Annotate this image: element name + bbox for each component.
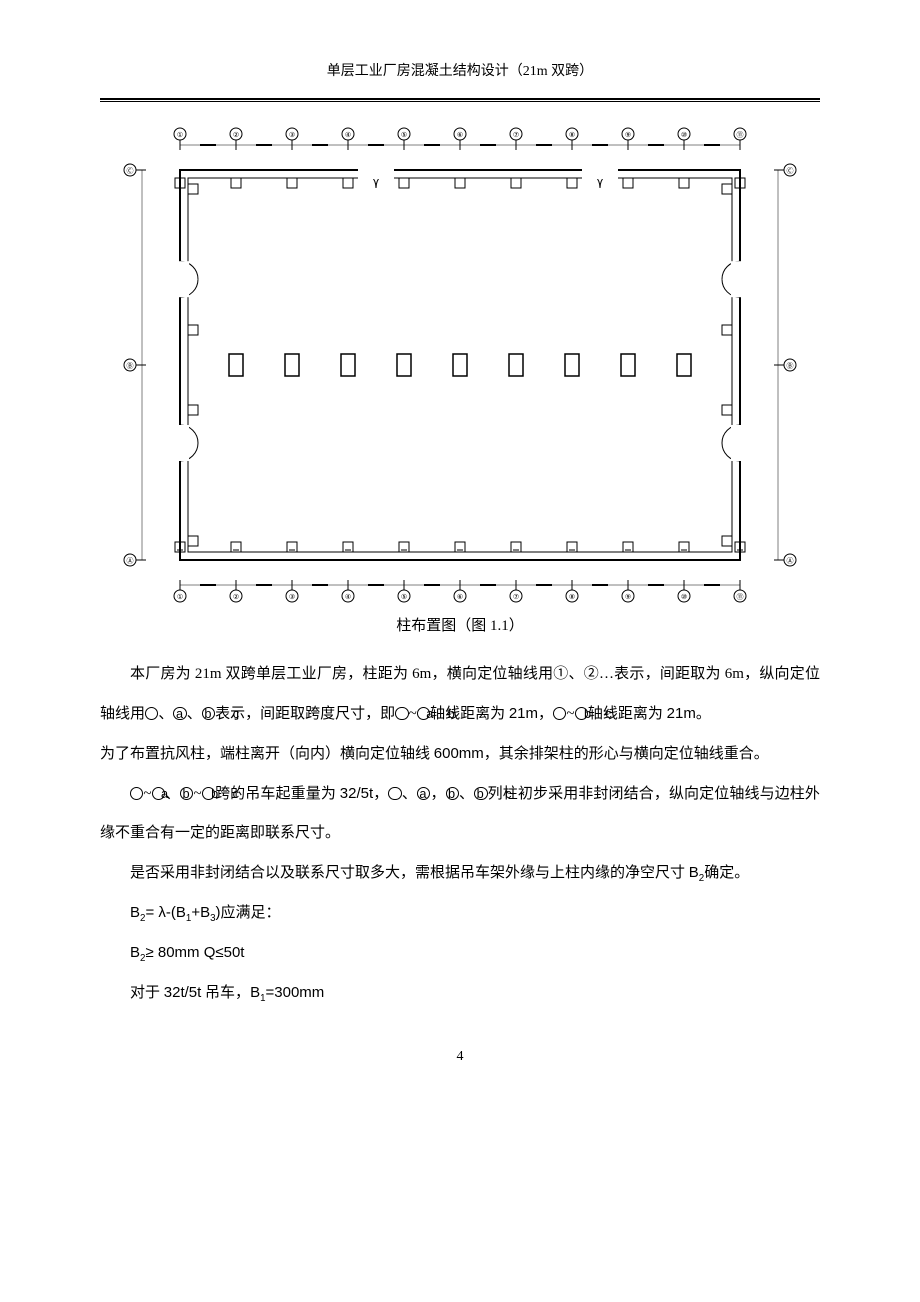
svg-text:Ⓐ: Ⓐ — [127, 557, 134, 565]
svg-text:⑩: ⑩ — [681, 593, 687, 601]
eq-text: = λ-(B — [145, 904, 185, 921]
span-21m: 21m — [667, 705, 696, 722]
eq-text: =300mm — [266, 984, 325, 1001]
text: ~ — [143, 786, 151, 802]
text: 表示，间距取跨度尺寸，即 — [215, 706, 395, 722]
svg-text:Ⓒ: Ⓒ — [127, 167, 134, 175]
header-rule — [100, 98, 820, 102]
circled-c-icon: c — [202, 787, 215, 800]
page-number: 4 — [100, 1049, 820, 1065]
circled-c-icon: c — [575, 707, 588, 720]
circled-b-icon: b — [152, 787, 165, 800]
crane-load: 32t/5t — [164, 984, 202, 1001]
text: 、 — [459, 786, 474, 802]
equation-1: B2= λ-(B1+B3)应满足： — [100, 893, 820, 933]
value-600mm: 600mm — [434, 745, 484, 762]
svg-text:①: ① — [177, 131, 183, 139]
text: ， — [373, 786, 388, 802]
text: 是否采用非封闭结合以及联系尺寸取多大，需根据吊车架外缘与上柱内缘的净空尺寸 — [130, 865, 689, 881]
circled-b-icon: b — [417, 707, 430, 720]
diagram-caption: 柱布置图（图 1.1） — [100, 614, 820, 635]
eq-tail: 应满足： — [221, 905, 281, 921]
span-21m: 21m — [509, 705, 538, 722]
text: ， — [430, 786, 445, 802]
equation-2: B2≥ 80mm Q≤50t — [100, 933, 820, 973]
column-layout-diagram: ① ① ② ② ③ ③ ④ ④ ⑤ ⑤ ⑥ ⑥ ⑦ ⑦ ⑧ ⑧ ⑨ ⑨ ⑩ ⑩ ⑪ ⑪ Ⓒ Ⓒ Ⓑ Ⓑ Ⓐ Ⓐ — [100, 120, 820, 610]
text: 、 — [165, 786, 180, 802]
circled-b-icon: b — [446, 787, 459, 800]
circled-c-icon: c — [474, 787, 487, 800]
svg-text:④: ④ — [345, 593, 351, 601]
svg-text:⑪: ⑪ — [737, 593, 744, 601]
svg-text:④: ④ — [345, 131, 351, 139]
eq-text: ≥ 80mm Q≤50t — [145, 944, 244, 961]
plan-svg: ① ① ② ② ③ ③ ④ ④ ⑤ ⑤ ⑥ ⑥ ⑦ ⑦ ⑧ ⑧ ⑨ ⑨ ⑩ ⑩ ⑪ ⑪ Ⓒ Ⓒ Ⓑ Ⓑ Ⓐ Ⓐ — [110, 120, 810, 610]
text: ， — [538, 706, 553, 722]
circled-b-icon: b — [180, 787, 193, 800]
svg-text:Ⓐ: Ⓐ — [787, 557, 794, 565]
circled-b-icon: b — [417, 787, 430, 800]
svg-text:⑦: ⑦ — [513, 131, 519, 139]
eq-text: +B — [191, 904, 210, 921]
eq-text: B — [130, 904, 140, 921]
svg-text:⑥: ⑥ — [457, 131, 463, 139]
circled-b-icon: b — [173, 707, 186, 720]
circled-a-icon: a — [145, 707, 158, 720]
svg-text:②: ② — [233, 131, 239, 139]
svg-text:⑧: ⑧ — [569, 131, 575, 139]
eq-text: 吊车， — [201, 985, 250, 1001]
svg-text:⑩: ⑩ — [681, 131, 687, 139]
eq-text: B — [250, 984, 260, 1001]
text: 跨的吊车起重量为 — [215, 786, 340, 802]
paragraph-2: 为了布置抗风柱，端柱离开（向内）横向定位轴线 600mm，其余排架柱的形心与横向… — [100, 734, 820, 774]
text: 轴线距离为 — [588, 706, 667, 722]
svg-text:⑨: ⑨ — [625, 593, 631, 601]
svg-text:Ⓑ: Ⓑ — [787, 362, 794, 370]
text: 、 — [187, 706, 202, 722]
circled-b-icon: b — [553, 707, 566, 720]
paragraph-4: 是否采用非封闭结合以及联系尺寸取多大，需根据吊车架外缘与上柱内缘的净空尺寸 B2… — [100, 853, 820, 893]
svg-text:②: ② — [233, 593, 239, 601]
svg-text:⑪: ⑪ — [737, 131, 744, 139]
crane-load: 32/5t — [340, 785, 373, 802]
svg-text:Ⓑ: Ⓑ — [127, 362, 134, 370]
svg-text:Ⓒ: Ⓒ — [787, 167, 794, 175]
svg-text:⑦: ⑦ — [513, 593, 519, 601]
equation-3: 对于 32t/5t 吊车，B1=300mm — [100, 973, 820, 1013]
text: ~ — [566, 706, 574, 722]
svg-text:③: ③ — [289, 593, 295, 601]
text: ~ — [409, 706, 417, 722]
svg-text:③: ③ — [289, 131, 295, 139]
paragraph-1: 本厂房为 21m 双跨单层工业厂房，柱距为 6m，横向定位轴线用①、②…表示，间… — [100, 655, 820, 734]
eq-text: B — [130, 944, 140, 961]
text: ，其余排架柱的形心与横向定位轴线重合。 — [484, 746, 769, 762]
svg-text:⑥: ⑥ — [457, 593, 463, 601]
circled-a-icon: a — [130, 787, 143, 800]
text: 、 — [402, 786, 417, 802]
text: 为了布置抗风柱，端柱离开（向内）横向定位轴线 — [100, 746, 434, 762]
text: 确定。 — [704, 865, 749, 881]
svg-text:⑨: ⑨ — [625, 131, 631, 139]
circled-a-icon: a — [395, 707, 408, 720]
symbol-B: B — [689, 864, 699, 881]
eq-text: 对于 — [130, 985, 164, 1001]
text: 、 — [158, 706, 173, 722]
circled-c-icon: c — [202, 707, 215, 720]
text: ~ — [193, 786, 201, 802]
text: 。 — [696, 706, 711, 722]
svg-text:①: ① — [177, 593, 183, 601]
body-text: 本厂房为 21m 双跨单层工业厂房，柱距为 6m，横向定位轴线用①、②…表示，间… — [100, 655, 820, 1013]
circled-a-icon: a — [388, 787, 401, 800]
svg-text:⑤: ⑤ — [401, 593, 407, 601]
paragraph-3: a~b、b~c跨的吊车起重量为 32/5t，a、b，b、c列柱初步采用非封闭结合… — [100, 774, 820, 853]
text: 轴线距离为 — [430, 706, 509, 722]
page-header-title: 单层工业厂房混凝土结构设计（21m 双跨） — [100, 60, 820, 86]
svg-text:⑧: ⑧ — [569, 593, 575, 601]
svg-text:⑤: ⑤ — [401, 131, 407, 139]
